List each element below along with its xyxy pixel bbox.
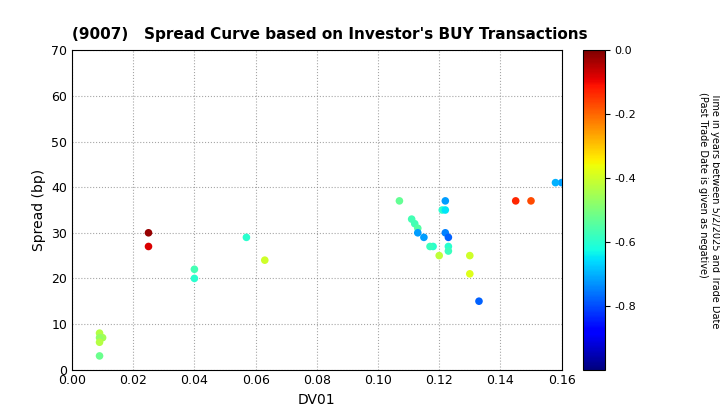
Point — [259, 257, 271, 263]
Point — [526, 197, 537, 204]
Point — [412, 225, 423, 231]
Point — [464, 252, 476, 259]
Point — [409, 220, 420, 227]
Point — [439, 197, 451, 204]
Point — [424, 243, 436, 250]
Point — [143, 243, 154, 250]
Point — [394, 197, 405, 204]
Point — [443, 234, 454, 241]
Point — [96, 334, 108, 341]
Y-axis label: Spread (bp): Spread (bp) — [32, 169, 45, 251]
Point — [556, 179, 567, 186]
Point — [439, 207, 451, 213]
Point — [428, 243, 439, 250]
Point — [550, 179, 562, 186]
Point — [94, 352, 105, 359]
Point — [94, 339, 105, 346]
Point — [510, 197, 521, 204]
Point — [94, 334, 105, 341]
Point — [464, 270, 476, 277]
X-axis label: DV01: DV01 — [298, 393, 336, 407]
Text: (9007)   Spread Curve based on Investor's BUY Transactions: (9007) Spread Curve based on Investor's … — [72, 27, 588, 42]
Point — [418, 234, 430, 241]
Point — [443, 243, 454, 250]
Point — [240, 234, 252, 241]
Point — [189, 266, 200, 273]
Point — [433, 252, 445, 259]
Point — [473, 298, 485, 304]
Point — [406, 216, 418, 223]
Point — [412, 229, 423, 236]
Point — [443, 248, 454, 255]
Text: Time in years between 5/2/2025 and Trade Date
(Past Trade Date is given as negat: Time in years between 5/2/2025 and Trade… — [698, 92, 720, 328]
Point — [436, 207, 448, 213]
Point — [189, 275, 200, 282]
Point — [439, 229, 451, 236]
Point — [143, 229, 154, 236]
Point — [94, 330, 105, 336]
